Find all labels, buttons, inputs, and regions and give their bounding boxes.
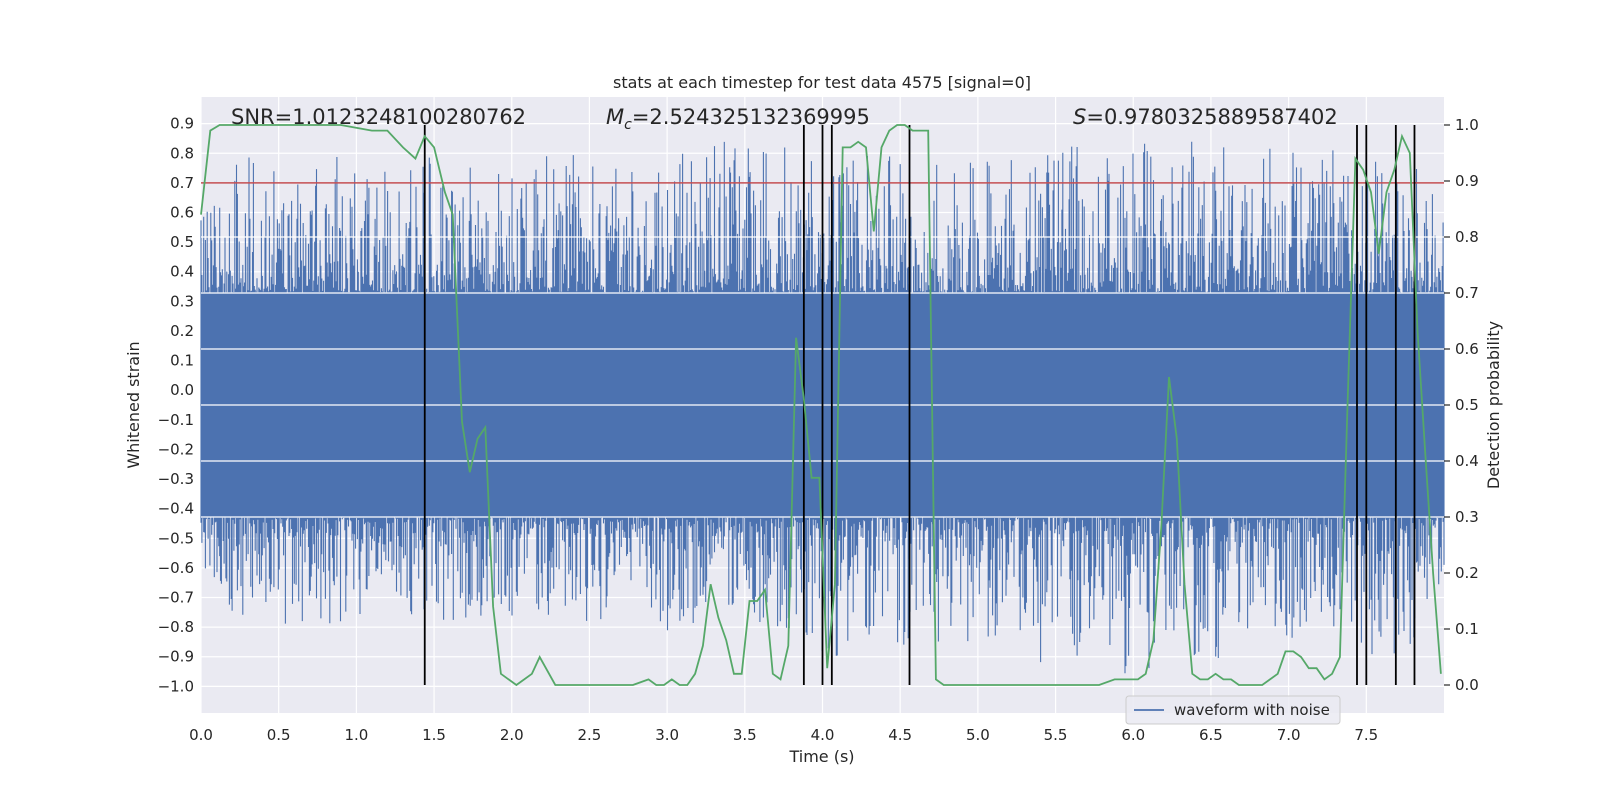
chirp-mass-value: =2.524325132369995 <box>632 105 870 129</box>
y2-tick-labels: 1.0 0.9 0.8 0.7 0.6 0.5 0.4 0.3 0.2 0.1 0.0 <box>1444 116 1479 694</box>
x-tick-label: 7.5 <box>1354 726 1378 744</box>
y2-tick-label: 0.6 <box>1455 340 1479 358</box>
x-tick-label: 6.5 <box>1199 726 1223 744</box>
y2-tick-label: 0.8 <box>1455 228 1479 246</box>
chirp-mass-annotation: Mc=2.524325132369995 <box>606 105 870 133</box>
detection-probability-line <box>200 124 1442 687</box>
y-tick-label: 0.6 <box>170 204 194 222</box>
x-tick-label: 0.5 <box>267 726 291 744</box>
y-tick-label: 0.8 <box>170 144 194 162</box>
y-tick-label: −0.5 <box>158 529 194 547</box>
x-tick-label: 4.0 <box>811 726 835 744</box>
y-axis-label: Whitened strain <box>124 341 143 468</box>
y-tick-label: 0.2 <box>170 322 194 340</box>
y-tick-label: 0.4 <box>170 263 194 281</box>
y2-tick-label: 0.1 <box>1455 620 1479 638</box>
x-tick-label: 1.5 <box>422 726 446 744</box>
x-tick-label: 4.5 <box>888 726 912 744</box>
s-symbol: S <box>1073 105 1086 129</box>
y-tick-label: 0.1 <box>170 352 194 370</box>
legend-box <box>1125 695 1341 725</box>
x-axis-label: Time (s) <box>788 747 854 766</box>
legend: waveform with noise <box>1125 695 1341 725</box>
y2-tick-label: 0.3 <box>1455 508 1479 526</box>
y-tick-label: −1.0 <box>158 677 194 695</box>
y2-tick-label: 0.0 <box>1455 676 1479 694</box>
y-tick-label: −0.9 <box>158 648 194 666</box>
y2-tick-label: 0.5 <box>1455 396 1479 414</box>
legend-label: waveform with noise <box>1174 701 1330 719</box>
chirp-mass-subscript: c <box>624 117 632 133</box>
y-tick-label: 0.0 <box>170 381 194 399</box>
y-tick-label: 0.9 <box>170 115 194 133</box>
s-value: =0.9780325889587402 <box>1086 105 1337 129</box>
x-tick-label: 7.0 <box>1277 726 1301 744</box>
x-tick-label: 3.5 <box>733 726 757 744</box>
y-tick-label: −0.8 <box>158 618 194 636</box>
x-tick-label: 2.5 <box>578 726 602 744</box>
y2-tick-label: 0.7 <box>1455 284 1479 302</box>
y-tick-label: −0.6 <box>158 559 194 577</box>
y-tick-label: −0.3 <box>158 470 194 488</box>
y2-tick-label: 0.9 <box>1455 172 1479 190</box>
y-tick-label: 0.5 <box>170 233 194 251</box>
x-tick-label: 5.5 <box>1044 726 1068 744</box>
s-annotation: S=0.9780325889587402 <box>1073 105 1338 129</box>
chirp-mass-symbol: M <box>606 105 624 129</box>
y-tick-label: 0.7 <box>170 174 194 192</box>
y-tick-label: −0.7 <box>158 589 194 607</box>
y-tick-labels: 0.9 0.8 0.7 0.6 0.5 0.4 0.3 0.2 0.1 0.0 −0.1 −0.2 −0… <box>158 115 194 696</box>
y-tick-label: −0.2 <box>158 440 194 458</box>
x-tick-label: 2.0 <box>500 726 524 744</box>
y2-tick-label: 0.2 <box>1455 564 1479 582</box>
snr-annotation: SNR=1.0123248100280762 <box>231 105 526 129</box>
y-tick-label: 0.3 <box>170 292 194 310</box>
y2-axis-label: Detection probability <box>1484 321 1503 489</box>
x-tick-labels: 0.0 0.5 1.0 1.5 2.0 2.5 3.0 3.5 4.0 4.5 5.0 5.5 6.0 6… <box>189 726 1378 744</box>
y2-tick-label: 1.0 <box>1455 116 1479 134</box>
chart-title: stats at each timestep for test data 457… <box>613 73 1031 92</box>
y-tick-label: −0.4 <box>158 500 194 518</box>
x-tick-label: 3.0 <box>655 726 679 744</box>
x-tick-label: 6.0 <box>1121 726 1145 744</box>
y2-tick-label: 0.4 <box>1455 452 1479 470</box>
x-tick-label: 1.0 <box>344 726 368 744</box>
x-tick-label: 5.0 <box>966 726 990 744</box>
x-tick-label: 0.0 <box>189 726 213 744</box>
y-tick-label: −0.1 <box>158 411 194 429</box>
